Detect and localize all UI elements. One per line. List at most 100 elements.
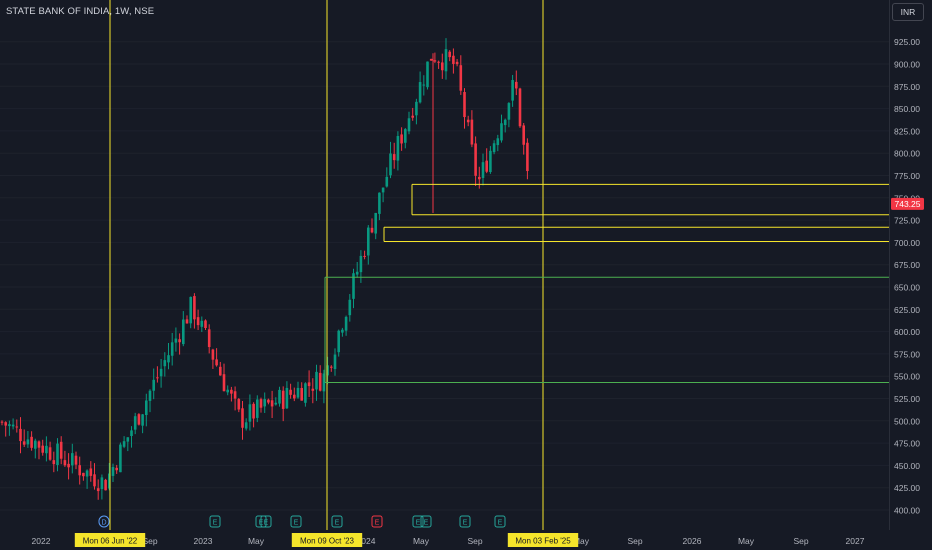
time-tick-label: Sep	[467, 536, 482, 546]
candle-body	[359, 255, 363, 273]
candle-body	[315, 371, 318, 390]
candle-body	[178, 339, 181, 343]
time-tick-label: 2022	[32, 536, 51, 546]
candle	[515, 70, 518, 96]
time-axis[interactable]: 2022 Sep 2023 May 2024 May Sep May Sep 2026 May Sep…	[32, 533, 865, 547]
time-tick-label: May	[573, 536, 590, 546]
candle-body	[304, 383, 307, 403]
event-marker-icon[interactable]	[255, 515, 267, 528]
candle	[318, 365, 322, 392]
candle	[470, 110, 474, 148]
candle	[296, 381, 300, 399]
candle-body	[108, 473, 111, 489]
candle-body	[444, 49, 448, 72]
event-marker-icon[interactable]	[459, 515, 471, 528]
candle-body	[281, 390, 285, 409]
candle-body	[355, 271, 359, 275]
candle-body	[215, 359, 218, 366]
candle	[330, 365, 333, 372]
event-marker-label: E	[335, 520, 340, 527]
candle-body	[352, 273, 355, 299]
price-axis-divider	[889, 0, 890, 530]
price-tick-label: 725.00	[894, 216, 920, 226]
candle-body	[8, 424, 11, 427]
candle	[126, 437, 130, 452]
candle-body	[237, 399, 241, 410]
candle	[0, 420, 4, 426]
candle-body	[296, 387, 300, 398]
candle-body	[274, 402, 278, 405]
price-tick-label: 550.00	[894, 372, 920, 382]
event-marker-label: E	[264, 520, 269, 527]
candle-body	[385, 176, 389, 187]
candle-body	[492, 143, 496, 153]
event-marker-icon[interactable]	[98, 515, 110, 528]
candle-body	[348, 299, 352, 316]
candle	[489, 146, 492, 174]
event-marker-icon[interactable]	[209, 515, 221, 528]
event-marker-icon[interactable]	[260, 515, 272, 528]
candle-body	[381, 187, 385, 193]
candle	[148, 389, 152, 413]
candle-body	[344, 316, 348, 331]
candle-body	[407, 118, 411, 132]
event-marker-icon[interactable]	[371, 515, 383, 528]
candle	[244, 418, 248, 431]
last-price-label: 743.25	[895, 199, 921, 209]
time-tick-label: Sep	[142, 536, 157, 546]
candle-body	[289, 389, 292, 395]
candle	[252, 402, 255, 428]
candle-body	[26, 439, 30, 445]
candle	[422, 75, 426, 96]
candle	[293, 387, 296, 402]
candle-body	[452, 55, 455, 64]
candle-body	[248, 404, 252, 422]
candle-body	[526, 142, 529, 172]
price-axis[interactable]: 400.00 425.00 450.00 475.00 500.00 525.00 550.…	[894, 37, 920, 515]
candle	[281, 386, 285, 422]
candle-body	[233, 391, 237, 399]
time-tick-label: May	[248, 536, 265, 546]
candle	[452, 48, 455, 74]
event-marker-icon[interactable]	[331, 515, 343, 528]
highlighted-date-badge	[291, 533, 363, 547]
candle-body	[15, 426, 19, 428]
candle-body	[337, 330, 340, 353]
candle-body	[111, 467, 115, 476]
currency-button[interactable]: INR	[892, 3, 924, 21]
candle-body	[0, 421, 4, 423]
candle-body	[93, 474, 96, 487]
event-marker-icon[interactable]	[494, 515, 506, 528]
price-tick-label: 575.00	[894, 349, 920, 359]
candle	[222, 363, 226, 392]
candle	[359, 250, 363, 283]
candle	[270, 390, 274, 419]
candle	[289, 383, 292, 399]
event-marker-icon[interactable]	[290, 515, 302, 528]
candle	[185, 315, 189, 324]
highlighted-date-label: Mon 06 Jun '22	[83, 537, 138, 546]
candle	[500, 114, 503, 143]
candle	[163, 352, 167, 377]
candle-body	[522, 125, 525, 145]
time-tick-label: 2023	[194, 536, 213, 546]
candle	[89, 461, 93, 482]
candle-body	[34, 440, 37, 449]
candle-body	[322, 373, 326, 392]
event-marker-icon[interactable]	[420, 515, 432, 528]
candle-body	[63, 460, 67, 466]
candle-body	[182, 319, 185, 345]
candle	[326, 356, 329, 385]
candle	[304, 382, 307, 407]
candle	[82, 472, 85, 481]
candle-body	[426, 61, 429, 88]
candle	[111, 463, 115, 483]
event-marker-icon[interactable]	[412, 515, 424, 528]
candle-body	[396, 136, 400, 161]
candle	[355, 262, 359, 278]
candle	[522, 123, 525, 155]
candle	[285, 381, 289, 409]
